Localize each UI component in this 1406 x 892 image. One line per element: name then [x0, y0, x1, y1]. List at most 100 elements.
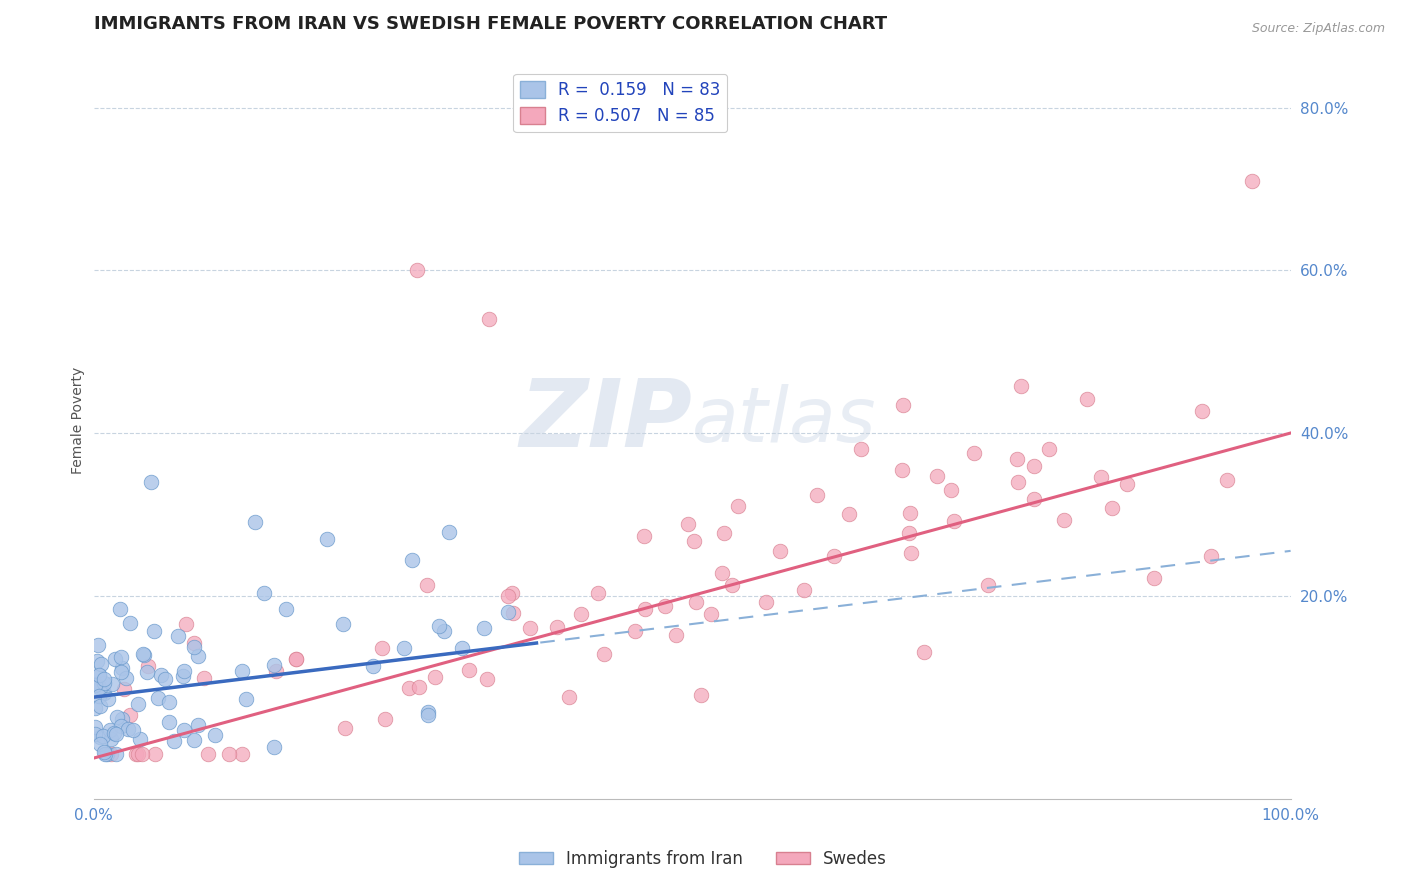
Point — [284, 652, 307, 666]
Point — [392, 640, 415, 655]
Point — [231, 747, 253, 761]
Point — [110, 665, 132, 680]
Point — [127, 697, 149, 711]
Point — [155, 672, 177, 686]
Point — [654, 599, 676, 613]
Point — [136, 665, 159, 680]
Point — [1024, 458, 1046, 473]
Point — [634, 601, 657, 615]
Point — [1022, 492, 1045, 507]
Point — [571, 607, 593, 621]
Point — [682, 534, 704, 549]
Point — [101, 677, 124, 691]
Point — [1090, 470, 1112, 484]
Point — [128, 732, 150, 747]
Point — [105, 710, 128, 724]
Point — [93, 675, 115, 690]
Legend: R =  0.159   N = 83, R = 0.507   N = 85: R = 0.159 N = 83, R = 0.507 N = 85 — [513, 74, 727, 132]
Point — [90, 657, 112, 672]
Point — [849, 442, 872, 456]
Point — [231, 665, 253, 679]
Point — [264, 664, 287, 678]
Point — [104, 652, 127, 666]
Point — [1116, 476, 1139, 491]
Point — [125, 747, 148, 761]
Point — [100, 723, 122, 738]
Point — [1143, 571, 1166, 585]
Point — [93, 686, 115, 700]
Point — [139, 475, 162, 489]
Point — [624, 624, 647, 639]
Point — [127, 747, 149, 761]
Point — [496, 605, 519, 619]
Point — [143, 747, 166, 761]
Point — [148, 690, 170, 705]
Point — [117, 723, 139, 737]
Point — [183, 733, 205, 747]
Point — [263, 739, 285, 754]
Point — [685, 595, 707, 609]
Point — [96, 747, 118, 761]
Point — [1191, 404, 1213, 418]
Point — [416, 705, 439, 719]
Point — [437, 525, 460, 540]
Point — [263, 657, 285, 672]
Point — [361, 659, 384, 673]
Point — [204, 727, 226, 741]
Point — [900, 546, 922, 560]
Point — [558, 690, 581, 704]
Point — [253, 586, 276, 600]
Point — [1005, 451, 1028, 466]
Point — [754, 595, 776, 609]
Point — [104, 747, 127, 761]
Point — [83, 720, 105, 734]
Point — [416, 578, 439, 592]
Point — [89, 699, 111, 714]
Point — [97, 691, 120, 706]
Point — [110, 649, 132, 664]
Point — [112, 682, 135, 697]
Point — [472, 621, 495, 635]
Point — [235, 691, 257, 706]
Point — [87, 668, 110, 682]
Point — [333, 721, 356, 735]
Point — [478, 312, 501, 326]
Point — [173, 664, 195, 678]
Point — [115, 671, 138, 685]
Point — [458, 663, 481, 677]
Point — [100, 732, 122, 747]
Point — [193, 671, 215, 685]
Point — [243, 516, 266, 530]
Point — [172, 669, 194, 683]
Point — [371, 640, 394, 655]
Point — [93, 745, 115, 759]
Text: ZIP: ZIP — [519, 375, 692, 467]
Point — [218, 747, 240, 761]
Point — [977, 577, 1000, 591]
Point — [183, 635, 205, 649]
Point — [416, 708, 439, 723]
Point — [823, 549, 845, 564]
Point — [1215, 473, 1237, 487]
Point — [689, 688, 711, 702]
Point — [793, 582, 815, 597]
Point — [173, 723, 195, 737]
Point — [87, 638, 110, 652]
Point — [110, 719, 132, 733]
Point — [94, 747, 117, 761]
Point — [166, 629, 188, 643]
Point — [284, 652, 307, 666]
Point — [710, 566, 733, 580]
Point — [721, 578, 744, 592]
Point — [593, 648, 616, 662]
Point — [163, 733, 186, 747]
Point — [89, 730, 111, 744]
Point — [427, 618, 450, 632]
Point — [84, 676, 107, 690]
Text: IMMIGRANTS FROM IRAN VS SWEDISH FEMALE POVERTY CORRELATION CHART: IMMIGRANTS FROM IRAN VS SWEDISH FEMALE P… — [94, 15, 887, 33]
Point — [633, 529, 655, 543]
Point — [1101, 500, 1123, 515]
Point — [401, 553, 423, 567]
Point — [769, 544, 792, 558]
Point — [84, 678, 107, 692]
